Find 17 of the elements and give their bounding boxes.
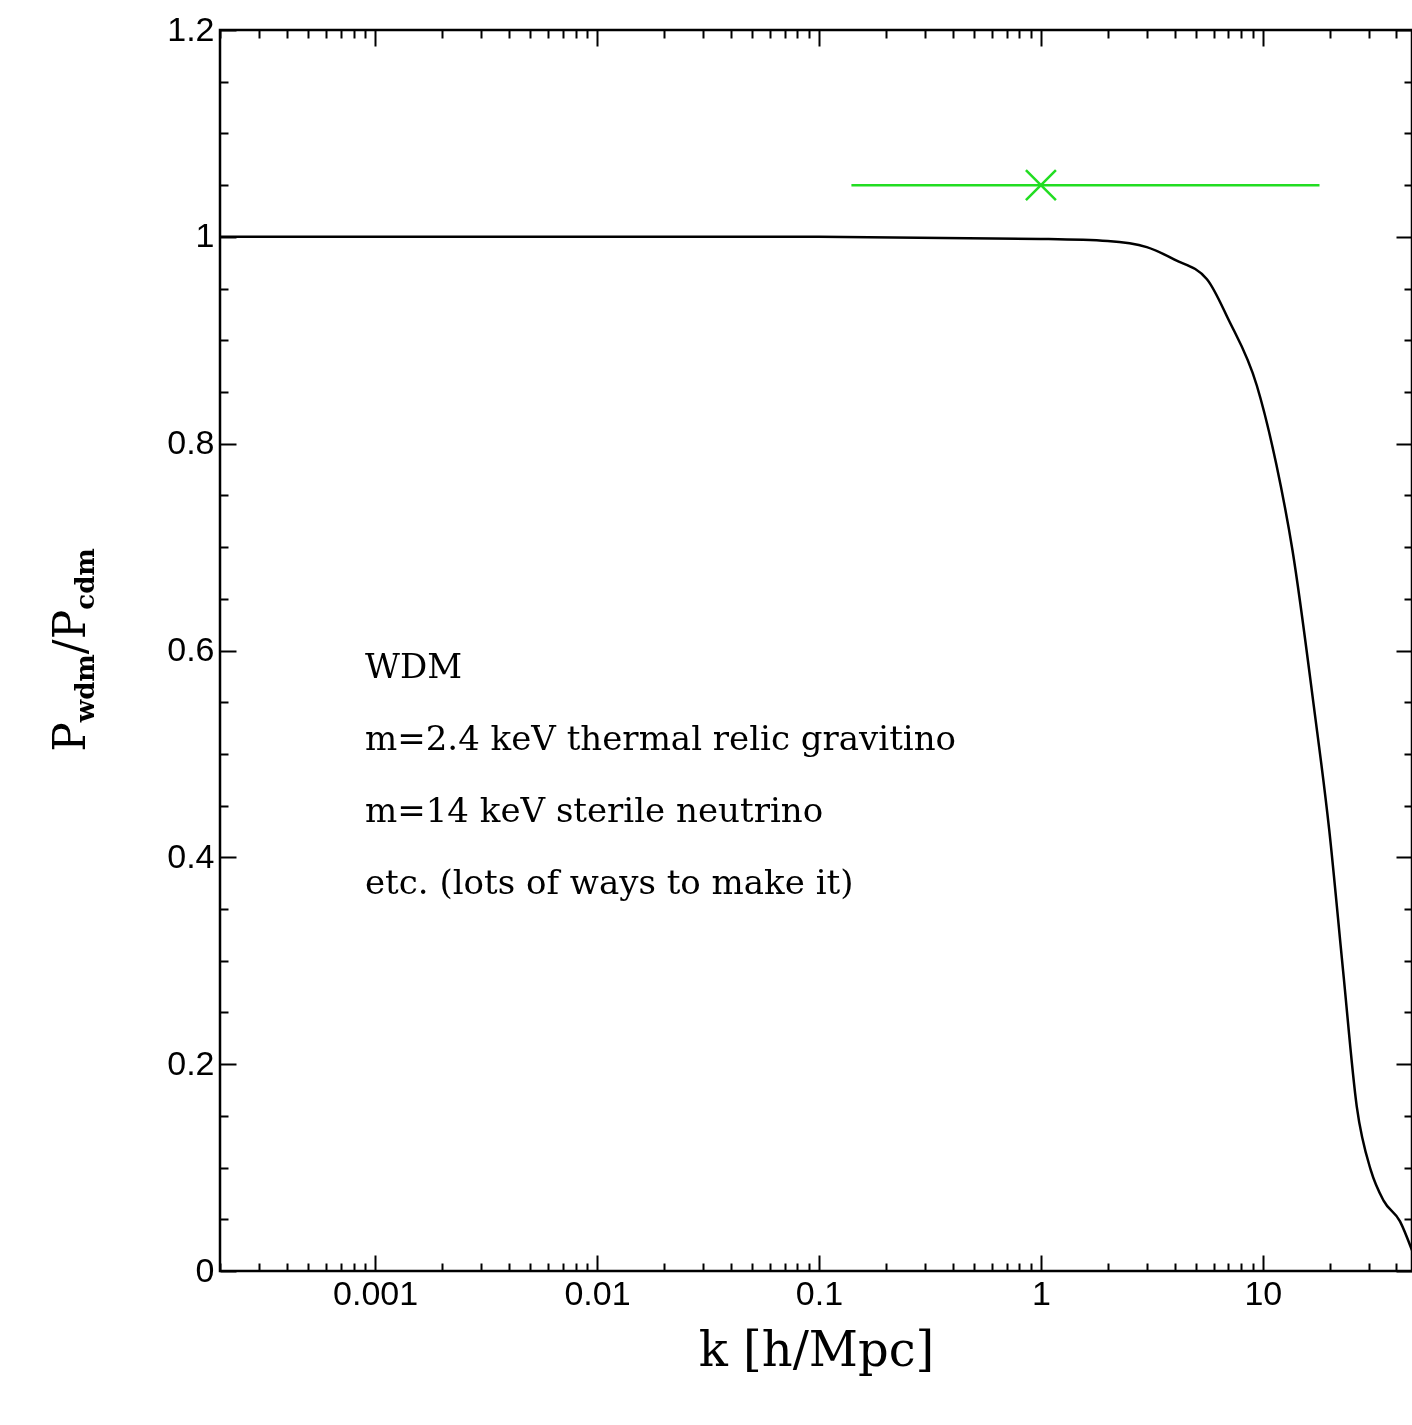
- x-tick-label: 0.001: [333, 1273, 419, 1312]
- y-tick-label: 0: [195, 1250, 215, 1289]
- x-tick-label: 0.1: [795, 1273, 844, 1312]
- y-tick-label: 0.4: [167, 836, 215, 875]
- x-axis-title: k [h/Mpc]: [698, 1320, 935, 1377]
- x-tick-label: 1: [1031, 1273, 1051, 1312]
- annotation: etc. (lots of ways to make it): [365, 862, 854, 902]
- annotation: m=2.4 keV thermal relic gravitino: [365, 718, 957, 758]
- y-tick-label: 0.2: [167, 1043, 215, 1082]
- annotation: m=14 keV sterile neutrino: [365, 790, 824, 830]
- y-tick-label: 1: [195, 216, 215, 255]
- x-tick-label: 0.01: [564, 1273, 631, 1312]
- annotation: WDM: [365, 646, 463, 686]
- x-tick-label: 10: [1244, 1273, 1283, 1312]
- y-tick-label: 0.8: [167, 423, 215, 462]
- y-tick-label: 1.2: [167, 9, 215, 48]
- y-tick-label: 0.6: [167, 630, 215, 668]
